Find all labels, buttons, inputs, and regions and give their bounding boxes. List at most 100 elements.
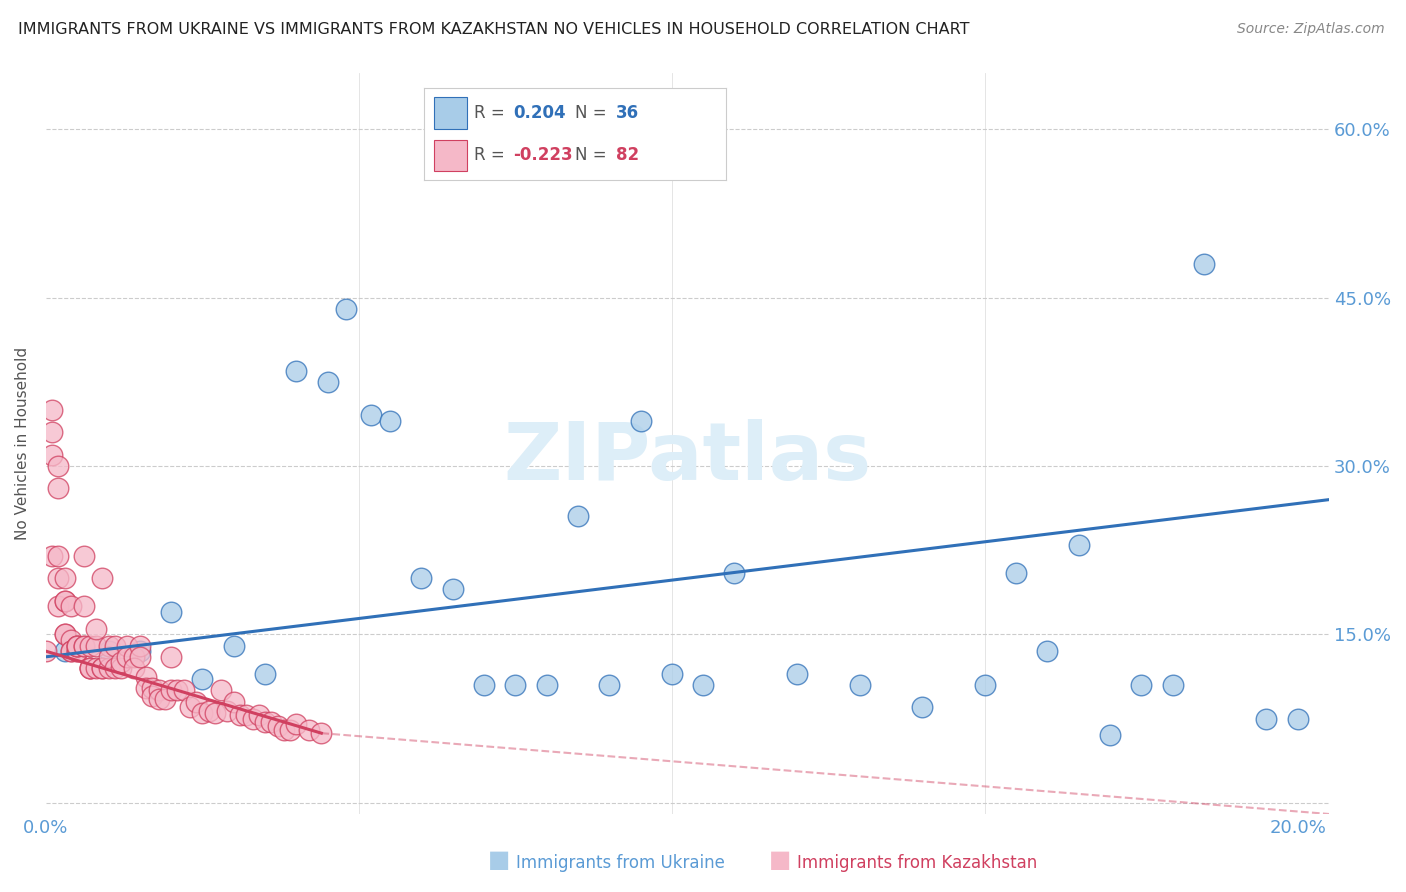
Point [217, 704, 239, 718]
Point [53, 593, 76, 607]
Point [79, 661, 101, 675]
Point [66, 644, 89, 658]
Point [1005, 566, 1028, 580]
Point [173, 683, 195, 698]
Point [166, 683, 188, 698]
Point [72, 549, 94, 563]
Point [66, 639, 89, 653]
Point [66, 644, 89, 658]
Point [53, 627, 76, 641]
Text: IMMIGRANTS FROM UKRAINE VS IMMIGRANTS FROM KAZAKHSTAN NO VEHICLES IN HOUSEHOLD C: IMMIGRANTS FROM UKRAINE VS IMMIGRANTS FR… [18, 22, 970, 37]
Point [222, 695, 245, 709]
Point [60, 632, 83, 647]
Point [117, 639, 139, 653]
Point [53, 627, 76, 641]
Point [335, 301, 357, 316]
Point [247, 708, 270, 723]
Point [48, 599, 70, 614]
Point [91, 571, 114, 585]
Point [179, 700, 201, 714]
Text: ■: ■ [769, 848, 792, 872]
Point [197, 704, 219, 718]
Point [48, 458, 70, 473]
Text: Immigrants from Ukraine: Immigrants from Ukraine [516, 855, 725, 872]
Point [66, 639, 89, 653]
Point [104, 661, 127, 675]
Point [285, 363, 308, 377]
Point [1256, 712, 1278, 726]
Point [72, 639, 94, 653]
Point [160, 605, 183, 619]
Point [235, 708, 257, 723]
Point [723, 566, 745, 580]
Text: Immigrants from Kazakhstan: Immigrants from Kazakhstan [797, 855, 1038, 872]
Point [128, 644, 150, 658]
Point [122, 661, 145, 675]
Point [122, 649, 145, 664]
Point [191, 673, 214, 687]
Point [97, 644, 120, 658]
Point [79, 661, 101, 675]
Point [41, 549, 63, 563]
Point [973, 678, 995, 692]
Point [186, 695, 208, 709]
Point [84, 661, 107, 675]
Point [41, 402, 63, 417]
Point [260, 714, 283, 729]
Point [72, 639, 94, 653]
Point [148, 683, 170, 698]
Point [204, 706, 226, 720]
Point [786, 666, 808, 681]
Point [661, 666, 683, 681]
Point [411, 571, 433, 585]
Point [53, 644, 76, 658]
Point [72, 599, 94, 614]
Point [60, 644, 83, 658]
Point [97, 649, 120, 664]
Y-axis label: No Vehicles in Household: No Vehicles in Household [15, 347, 30, 540]
Point [160, 683, 183, 698]
Point [91, 661, 114, 675]
Point [66, 639, 89, 653]
Point [222, 639, 245, 653]
Point [53, 571, 76, 585]
Point [266, 719, 288, 733]
Text: Source: ZipAtlas.com: Source: ZipAtlas.com [1237, 22, 1385, 37]
Point [135, 681, 157, 696]
Point [60, 599, 83, 614]
Point [1130, 678, 1153, 692]
Point [141, 681, 163, 696]
Point [53, 593, 76, 607]
Point [41, 425, 63, 440]
Point [598, 678, 620, 692]
Point [48, 482, 70, 496]
Point [35, 644, 58, 658]
Point [1098, 728, 1121, 742]
Point [110, 661, 132, 675]
Point [316, 375, 339, 389]
Point [48, 549, 70, 563]
Point [692, 678, 714, 692]
Point [41, 448, 63, 462]
Point [298, 723, 321, 737]
Point [104, 639, 127, 653]
Point [153, 692, 176, 706]
Point [441, 582, 464, 597]
Point [60, 644, 83, 658]
Point [285, 717, 308, 731]
Point [79, 661, 101, 675]
Point [472, 678, 495, 692]
Point [848, 678, 870, 692]
Point [253, 714, 276, 729]
Point [1067, 537, 1090, 551]
Point [1161, 678, 1184, 692]
Point [79, 639, 101, 653]
Point [91, 661, 114, 675]
Point [360, 409, 382, 423]
Point [278, 723, 301, 737]
Point [273, 723, 295, 737]
Point [505, 678, 527, 692]
Point [97, 639, 120, 653]
Point [209, 683, 232, 698]
Point [911, 700, 934, 714]
